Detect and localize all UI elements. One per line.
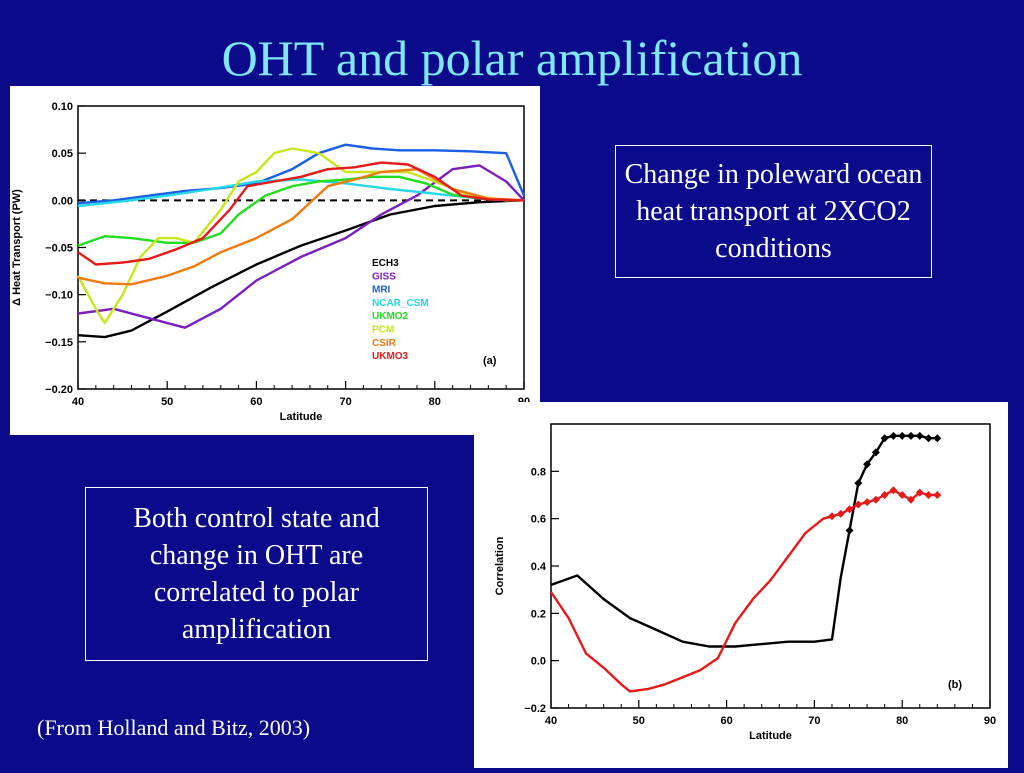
x-tick-label: 80: [896, 715, 908, 727]
legend-entry: MRI: [372, 285, 391, 296]
series-line: [550, 489, 938, 693]
series-marker: [889, 486, 898, 495]
series-line: [550, 434, 938, 648]
legend-entry: UKMO3: [372, 351, 409, 362]
heat-transport-chart: 4050607080900.100.050.00−0.05−0.10−0.15−…: [11, 101, 530, 423]
x-tick-label: 70: [339, 396, 351, 408]
x-tick-label: 70: [808, 715, 820, 727]
y-tick-label: 0.6: [531, 514, 546, 526]
source-credit: (From Holland and Bitz, 2003): [37, 715, 311, 740]
series-marker: [836, 509, 845, 518]
y-tick-label: −0.10: [45, 290, 73, 302]
correlation-caption: Both control state and change in OHT are…: [85, 487, 428, 661]
panel-label: (b): [948, 679, 962, 691]
series-marker: [906, 495, 915, 504]
y-tick-label: 0.00: [52, 195, 73, 207]
x-tick-label: 50: [161, 396, 173, 408]
series-marker: [880, 434, 889, 443]
series-line: [77, 161, 525, 266]
legend-entry: ECH3: [372, 258, 399, 269]
series-marker: [827, 512, 836, 521]
slide-title: OHT and polar amplification: [221, 30, 803, 86]
y-tick-label: −0.05: [45, 243, 73, 255]
series-line: [77, 178, 525, 208]
y-tick-label: 0.4: [531, 561, 547, 573]
x-axis-label: Latitude: [749, 730, 792, 742]
legend-entry: CSIR: [372, 338, 397, 349]
series-marker: [889, 431, 898, 440]
series-marker: [871, 448, 880, 457]
series-line: [77, 167, 525, 286]
y-tick-label: 0.10: [52, 101, 73, 113]
series-marker: [924, 434, 933, 443]
legend-entry: UKMO2: [372, 311, 409, 322]
x-tick-label: 80: [429, 396, 441, 408]
series-marker: [871, 495, 880, 504]
x-tick-label: 60: [250, 396, 262, 408]
series-marker: [880, 491, 889, 499]
chart-panel-a: 4050607080900.100.050.00−0.05−0.10−0.15−…: [10, 86, 540, 435]
y-tick-label: 0.8: [531, 466, 546, 478]
series-marker: [933, 434, 942, 443]
legend-entry: GISS: [372, 271, 396, 282]
x-tick-label: 40: [545, 715, 557, 727]
series-marker: [924, 491, 933, 499]
series-line: [77, 164, 525, 329]
series-marker: [898, 431, 907, 440]
plot-frame: [550, 423, 991, 709]
chart-panel-b: 40 50 60 70 80 90 −0.2 0.0 0.2 0.4 0.6 0.8 Latitude C…: [474, 402, 1008, 768]
series-marker: [933, 491, 942, 499]
oht-change-caption: Change in poleward ocean heat transport …: [615, 145, 932, 278]
legend-entry: PCM: [372, 325, 394, 336]
series-marker: [915, 488, 924, 497]
series-marker: [863, 460, 872, 469]
plot-frame: [77, 105, 525, 390]
y-tick-label: −0.15: [45, 337, 73, 349]
panel-label: (a): [483, 355, 497, 367]
correlation-chart: 40 50 60 70 80 90 −0.2 0.0 0.2 0.4 0.6 0.8 Latitude C…: [494, 423, 996, 742]
x-tick-label: 40: [72, 396, 84, 408]
x-tick-label: 90: [984, 715, 996, 727]
series-line: [77, 199, 525, 339]
y-tick-label: 0.05: [52, 148, 73, 160]
y-tick-label: −0.20: [45, 384, 73, 396]
series-marker: [915, 431, 924, 440]
series-marker: [854, 500, 863, 509]
y-axis-label: Correlation: [494, 536, 506, 595]
series-line: [76, 147, 524, 325]
series-marker: [898, 491, 907, 499]
y-tick-label: −0.2: [524, 703, 546, 715]
series-marker: [863, 498, 872, 507]
x-tick-label: 50: [633, 715, 645, 727]
series-marker: [845, 526, 854, 535]
x-tick-label: 60: [720, 715, 732, 727]
series-marker: [845, 505, 854, 514]
legend-entry: NCAR_CSM: [372, 298, 429, 309]
series-marker: [906, 431, 915, 440]
series-marker: [854, 479, 863, 488]
x-axis-label: Latitude: [280, 411, 323, 423]
y-tick-label: 0.2: [531, 608, 546, 620]
y-axis-label: Δ Heat Transport (PW): [11, 189, 23, 306]
y-tick-label: 0.0: [531, 656, 546, 668]
